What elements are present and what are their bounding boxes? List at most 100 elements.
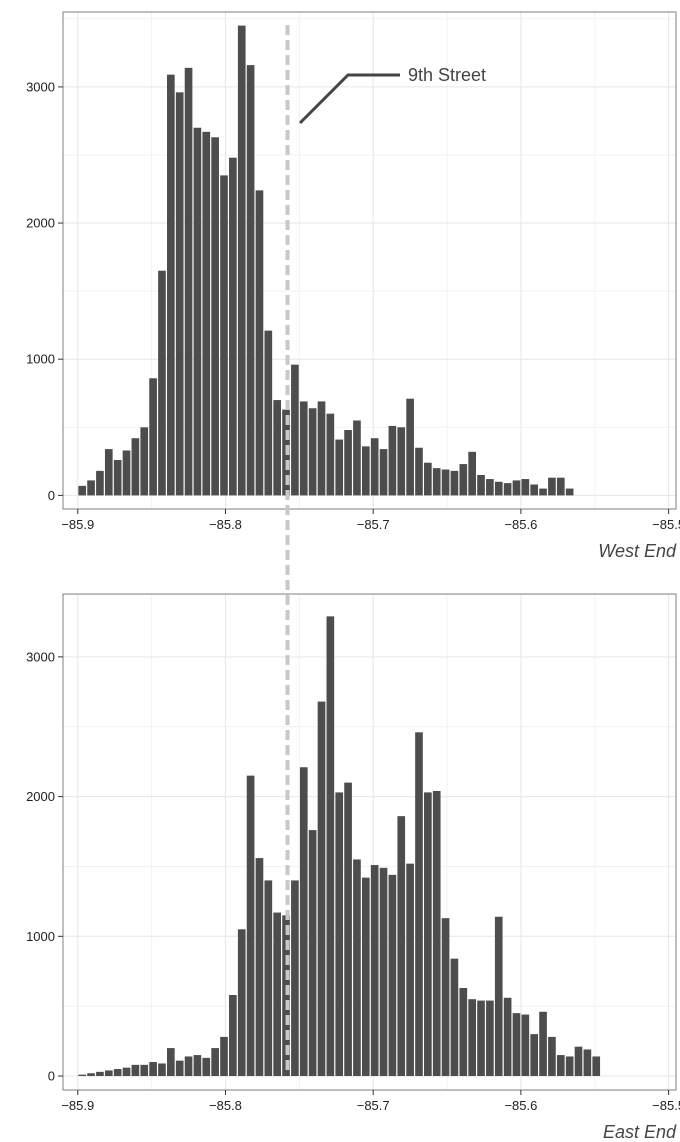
west-bar [113, 459, 122, 496]
west-bar [494, 481, 503, 496]
west-bar [326, 413, 335, 496]
west-panel-border [62, 11, 677, 510]
west-bar [556, 477, 565, 496]
west-end-panel: −85.9 −85.8 −85.7 −85.6 −85.5 0 1000 2000 3000 [26, 11, 680, 532]
east-bar [166, 1048, 175, 1077]
east-bar [379, 867, 388, 1077]
east-bar [220, 1036, 228, 1077]
west-bar [273, 400, 282, 496]
west-bar [122, 450, 131, 496]
west-bar [379, 449, 388, 496]
east-bar [583, 1049, 592, 1077]
east-x-tick-label: −85.5 [652, 1098, 680, 1113]
east-bar [113, 1069, 122, 1077]
east-bar [193, 1055, 202, 1077]
east-bar [477, 1000, 485, 1077]
west-bar [166, 74, 175, 496]
west-bar [450, 470, 459, 496]
west-bar [131, 438, 140, 496]
east-bar [459, 988, 468, 1077]
east-bar [468, 999, 476, 1077]
east-bar [184, 1056, 193, 1077]
east-bar [556, 1055, 565, 1077]
annotation-layer: 9th Street [285, 25, 486, 1072]
annotation-leader [298, 73, 400, 125]
west-bar [237, 25, 246, 496]
west-bar [78, 485, 87, 496]
west-bar [424, 462, 432, 496]
west-bar [140, 427, 149, 496]
east-bar [424, 792, 432, 1077]
east-bar [503, 997, 512, 1077]
west-bar [317, 401, 326, 496]
west-bar [193, 127, 202, 496]
east-bar [122, 1067, 131, 1077]
east-bar [175, 1060, 184, 1077]
west-bar [486, 479, 494, 496]
east-bar [530, 1034, 539, 1077]
west-bar [361, 446, 370, 496]
west-bar [104, 449, 113, 496]
west-bar [415, 447, 423, 496]
west-bar [397, 427, 406, 496]
west-bar [184, 67, 193, 496]
west-bar [353, 420, 361, 496]
west-bar [468, 451, 476, 496]
east-bar [450, 958, 459, 1077]
west-x-tick-label: −85.8 [209, 517, 242, 532]
west-bar [255, 190, 264, 496]
west-bar [264, 330, 273, 496]
west-bar [370, 438, 379, 496]
west-bar [548, 477, 556, 496]
east-y-tick-label: 1000 [26, 929, 55, 944]
east-bar [397, 816, 406, 1077]
east-bar [361, 877, 370, 1077]
west-bar [406, 398, 414, 496]
west-bar [565, 488, 574, 496]
west-bar [335, 439, 344, 496]
east-bar [432, 791, 441, 1077]
east-x-tick-label: −85.8 [209, 1098, 242, 1113]
west-bar [344, 430, 352, 496]
east-bar [344, 782, 352, 1077]
east-bar [308, 830, 317, 1077]
east-bar [246, 775, 255, 1077]
west-y-tick-label: 3000 [26, 79, 55, 94]
east-bar [140, 1064, 149, 1077]
west-bar [87, 480, 95, 496]
east-bar [574, 1046, 583, 1077]
west-bar [211, 137, 219, 496]
east-y-tick-label: 0 [48, 1069, 55, 1084]
west-bar [291, 364, 299, 496]
east-end-caption: East End [603, 1122, 677, 1142]
west-bar [96, 470, 104, 496]
east-bar [335, 792, 344, 1077]
east-bar [592, 1056, 601, 1077]
east-bar [548, 1036, 556, 1077]
west-bar [229, 157, 237, 496]
west-bar [308, 408, 317, 496]
west-bar [539, 488, 547, 496]
annotation-label: 9th Street [408, 65, 486, 85]
west-bar [175, 92, 184, 496]
east-bar [158, 1063, 166, 1077]
east-x-tick-label: −85.9 [61, 1098, 94, 1113]
east-bar [494, 916, 503, 1077]
east-bar [87, 1073, 95, 1077]
east-bar [388, 874, 397, 1077]
east-bar [486, 1000, 494, 1077]
east-bar [441, 918, 450, 1077]
east-bar [96, 1071, 104, 1077]
west-bar [503, 483, 512, 496]
west-bar [530, 484, 539, 496]
east-bar [202, 1057, 211, 1077]
west-end-caption: West End [598, 541, 677, 561]
east-y-tick-label: 2000 [26, 789, 55, 804]
west-x-tick-label: −85.9 [61, 517, 94, 532]
west-bar [477, 474, 485, 496]
west-bar [202, 131, 211, 496]
west-bar [220, 175, 228, 496]
west-bar [158, 270, 166, 496]
east-bar [78, 1074, 87, 1077]
